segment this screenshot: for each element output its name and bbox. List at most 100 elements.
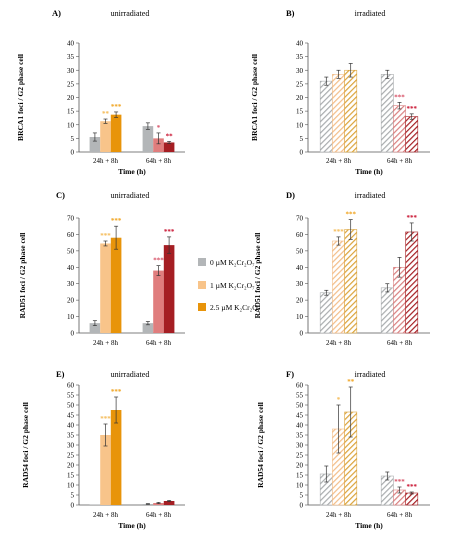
y-tick-label: 25 [67,80,75,88]
y-tick-label: 20 [67,462,75,470]
y-tick-label: 50 [67,402,75,410]
category-label: 24h + 8h [93,511,118,519]
legend: 0 µM K₂Cr₂O₇ 1 µM K₂Cr₂O₇ 2.5 µM K₂Cr₂O₇ [198,258,261,312]
y-tick-label: 35 [296,53,304,61]
significance-label: ** [347,378,355,386]
y-tick-label: 30 [296,67,304,75]
significance-label: * [337,396,341,404]
bar [332,74,345,153]
category-label: 64h + 8h [146,339,171,347]
y-tick-label: 5 [300,135,304,143]
bar [110,237,122,333]
y-tick-label: 45 [296,412,304,420]
y-tick-label: 10 [67,482,75,490]
y-tick-label: 30 [67,67,75,75]
bar [153,138,164,152]
y-axis-label: BRCA1 foci / G2 phase cell [16,54,25,141]
panel-letter: B) [286,8,295,18]
y-tick-label: 40 [296,422,304,430]
y-tick-label: 25 [296,452,304,460]
y-tick-label: 20 [296,94,304,102]
panel-letter: D) [286,190,295,200]
category-label: 24h + 8h [326,157,351,165]
bar [319,80,333,153]
y-tick-label: 50 [296,247,304,255]
y-tick-label: 10 [296,121,304,129]
category-label: 64h + 8h [387,511,412,519]
y-tick-label: 60 [296,231,304,239]
significance-label: *** [406,105,417,113]
bar [332,240,345,334]
panel-title: irradiated [355,9,386,18]
legend-swatch [198,303,206,311]
category-label: 64h + 8h [146,157,171,165]
y-tick-label: 0 [71,330,75,338]
bar [344,229,358,334]
y-axis-label: BRCA1 foci / G2 phase cell [250,54,259,141]
bar [89,323,101,333]
y-tick-label: 70 [67,215,75,223]
y-tick-label: 0 [300,502,304,510]
y-tick-label: 40 [67,264,75,272]
y-tick-label: 10 [296,482,304,490]
panel-letter: A) [52,8,61,18]
significance-label: *** [111,388,122,396]
y-tick-label: 10 [67,121,75,129]
legend-label: 1 µM K₂Cr₂O₇ [210,281,255,290]
x-axis-label: Time (h) [355,167,383,176]
y-tick-label: 10 [67,313,75,321]
significance-label: *** [394,93,405,101]
y-tick-label: 0 [71,502,75,510]
y-tick-label: 45 [67,412,75,420]
bar [319,292,333,334]
y-tick-label: 60 [296,382,304,390]
y-axis-label: RAD51 foci / G2 phase cell [253,233,262,319]
bar [110,114,122,152]
y-axis-label: RAD54 foci / G2 phase cell [256,402,265,488]
y-tick-label: 35 [67,53,75,61]
y-tick-label: 15 [67,108,75,116]
y-tick-label: 5 [71,135,75,143]
y-tick-label: 35 [296,432,304,440]
y-tick-label: 40 [296,264,304,272]
bar [153,270,164,333]
y-tick-label: 35 [67,432,75,440]
chart-panel-4: D) irradiated 0 10 20 30 40 50 60 70 RAD51 foci / … [253,190,430,347]
y-tick-label: 60 [67,382,75,390]
legend-label: 2.5 µM K₂Cr₂O₇ [210,303,261,312]
y-tick-label: 50 [296,402,304,410]
bar [163,245,175,333]
significance-label: *** [100,415,111,423]
y-tick-label: 15 [67,472,75,480]
bar [100,435,111,505]
y-tick-label: 15 [296,472,304,480]
category-label: 24h + 8h [326,511,351,519]
panel-letter: E) [56,369,65,379]
significance-label: *** [111,103,122,111]
chart-panel-6: F) irradiated 0 5 10 15 20 25 30 35 40 45 50 55 60 RAD5… [256,369,430,530]
y-tick-label: 40 [67,422,75,430]
y-tick-label: 60 [67,231,75,239]
x-axis-label: Time (h) [118,521,146,530]
significance-label: *** [100,232,111,240]
bar [405,492,419,506]
y-tick-label: 30 [67,280,75,288]
panel-title: irradiated [355,370,386,379]
significance-label: *** [164,228,175,236]
category-label: 64h + 8h [146,511,171,519]
y-axis-label: RAD54 foci / G2 phase cell [21,402,30,488]
y-tick-label: 50 [67,247,75,255]
y-tick-label: 20 [67,297,75,305]
significance-label: *** [406,214,417,222]
bar [405,231,419,334]
significance-label: * [157,124,161,132]
category-label: 64h + 8h [387,339,412,347]
bar [142,323,154,333]
category-label: 24h + 8h [93,157,118,165]
bar [393,105,406,153]
bar [344,69,358,153]
bar [153,503,164,505]
bar [100,121,111,152]
y-tick-label: 0 [300,330,304,338]
y-tick-label: 30 [296,442,304,450]
